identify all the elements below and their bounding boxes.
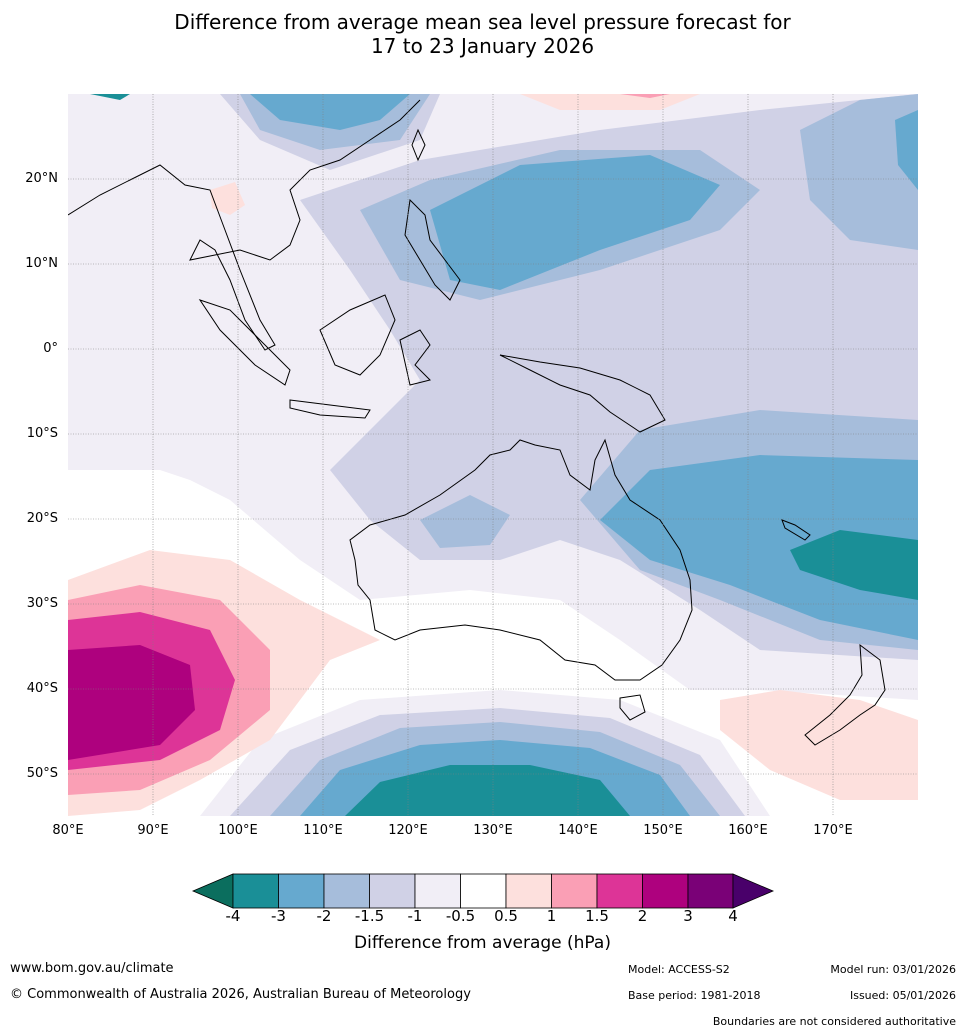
colorbar-bin-3 <box>323 873 370 909</box>
colorbar <box>191 873 775 909</box>
base-period: Base period: 1981-2018 <box>628 989 761 1002</box>
colorbar-bin-1 <box>232 873 279 909</box>
colorbar-tick: -0.5 <box>445 907 476 925</box>
lon-label-120e: 120°E <box>388 823 428 838</box>
colorbar-bin-7 <box>505 873 552 909</box>
anomaly-fields <box>68 94 918 816</box>
anomaly-region-nz-high <box>720 690 918 800</box>
colorbar-bin-5 <box>414 873 461 909</box>
lon-label-80e: 80°E <box>52 823 84 838</box>
lat-label-20n: 20°N <box>25 171 58 186</box>
boundaries-disclaimer: Boundaries are not considered authoritat… <box>712 1015 956 1028</box>
sumatra-coastline <box>198 299 291 386</box>
new-guinea-coastline <box>499 354 666 433</box>
taiwan-coastline <box>411 128 426 162</box>
title-line-2: 17 to 23 January 2026 <box>370 34 595 58</box>
colorbar-tick: 1.5 <box>585 907 609 925</box>
anomaly-region-south-ring5 <box>345 765 630 816</box>
asia-mainland-coastline <box>68 99 421 351</box>
tasmania-coastline <box>619 694 646 721</box>
java-coastline <box>289 399 371 419</box>
model-run-date: Model run: 03/01/2026 <box>830 963 956 976</box>
philippines-coastline <box>404 198 461 301</box>
graticule <box>68 94 918 816</box>
new-caledonia-coastline <box>781 519 811 541</box>
colorbar-tick: 3 <box>683 907 693 925</box>
website-link[interactable]: www.bom.gov.au/climate <box>10 961 174 976</box>
copyright-text: © Commonwealth of Australia 2026, Austra… <box>10 987 471 1002</box>
anomaly-region-minus2-north <box>250 94 410 130</box>
anomaly-region-west-high4 <box>68 645 195 760</box>
lat-label-0: 0° <box>43 341 58 356</box>
anomaly-region-minus3-north <box>90 94 130 100</box>
anomaly-region-minus15-ne <box>800 94 918 250</box>
title-line-1: Difference from average mean sea level p… <box>174 10 791 34</box>
colorbar-tick: -4 <box>225 907 241 925</box>
lon-label-110e: 110°E <box>303 823 343 838</box>
colorbar-extend-high <box>732 873 775 909</box>
borneo-coastline <box>319 294 396 376</box>
lat-label-10n: 10°N <box>25 256 58 271</box>
colorbar-label: Difference from average (hPa) <box>354 933 611 953</box>
lon-label-150e: 150°E <box>643 823 683 838</box>
new-zealand-coastline <box>804 643 886 746</box>
colorbar-tick: 4 <box>728 907 738 925</box>
colorbar-extend-low <box>191 873 234 909</box>
lon-label-100e: 100°E <box>218 823 258 838</box>
australia-coastline <box>349 438 693 681</box>
coastlines <box>68 99 886 746</box>
issued-date: Issued: 05/01/2026 <box>849 989 956 1002</box>
chart-title: Difference from average mean sea level p… <box>0 10 965 58</box>
lon-label-140e: 140°E <box>558 823 598 838</box>
anomaly-region-minus15-wa <box>420 495 510 548</box>
colorbar-bin-4 <box>369 873 416 909</box>
anomaly-region-minus3-east <box>790 530 918 600</box>
colorbar-bin-10 <box>642 873 689 909</box>
colorbar-tick: 0.5 <box>494 907 518 925</box>
anomaly-region-thai-high <box>210 182 245 215</box>
colorbar-tick: -3 <box>271 907 286 925</box>
model-name: Model: ACCESS-S2 <box>628 963 730 976</box>
lat-label-20s: 20°S <box>26 511 58 526</box>
colorbar-bin-9 <box>596 873 643 909</box>
colorbar-bin-11 <box>687 873 734 909</box>
colorbar-bin-2 <box>278 873 325 909</box>
lat-label-40s: 40°S <box>26 681 58 696</box>
lat-label-30s: 30°S <box>26 596 58 611</box>
anomaly-region-north-high-core <box>620 94 670 98</box>
colorbar-bin-8 <box>551 873 598 909</box>
lon-label-90e: 90°E <box>137 823 169 838</box>
colorbar-tick: -1.5 <box>354 907 385 925</box>
colorbar-bin-6 <box>460 873 507 909</box>
colorbar-tick: 2 <box>637 907 648 925</box>
anomaly-region-minus2-ne <box>895 110 918 190</box>
anomaly-region-minus2-east <box>600 455 918 640</box>
colorbar-tick: -1 <box>407 907 423 925</box>
colorbar-tick: -2 <box>316 907 332 925</box>
colorbar-tick: 1 <box>546 907 557 925</box>
lon-label-130e: 130°E <box>473 823 513 838</box>
lon-label-160e: 160°E <box>728 823 768 838</box>
lon-label-170e: 170°E <box>813 823 853 838</box>
anomaly-region-minus2-phil <box>430 155 720 290</box>
lat-label-50s: 50°S <box>26 766 58 781</box>
sulawesi-coastline <box>399 329 431 386</box>
lat-label-10s: 10°S <box>26 426 58 441</box>
anomaly-region-north-high <box>520 94 700 110</box>
